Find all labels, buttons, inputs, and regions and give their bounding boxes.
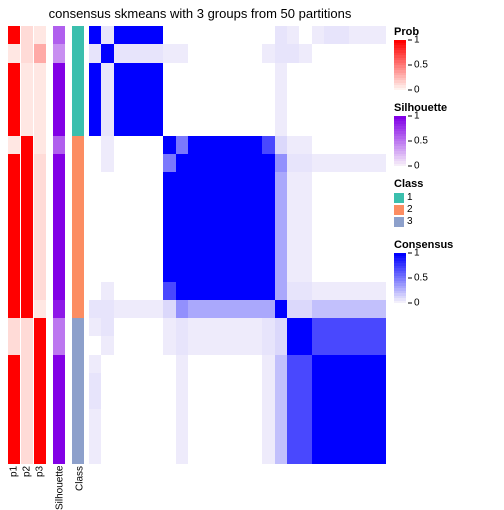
legend-class-item: 1 xyxy=(394,192,500,203)
legend-sil-bar xyxy=(394,116,406,166)
annot-col-p1 xyxy=(8,26,20,464)
plot-area xyxy=(8,26,386,464)
axis-label: Silhouette xyxy=(54,466,66,502)
annot-col-p3 xyxy=(34,26,46,464)
legend-cons-bar xyxy=(394,253,406,303)
legend-prob: Prob 10.50 xyxy=(394,26,500,90)
annot-col-silhouette xyxy=(53,26,65,464)
annotation-columns xyxy=(8,26,85,464)
axis-label xyxy=(67,466,73,502)
axis-label: p1 xyxy=(8,466,20,502)
axis-label: Class xyxy=(74,466,86,502)
annotation-axis-labels: p1p2p3 Silhouette Class xyxy=(8,466,87,502)
axis-label xyxy=(47,466,53,502)
chart-title: consensus skmeans with 3 groups from 50 … xyxy=(0,6,400,21)
legend-consensus: Consensus 10.50 xyxy=(394,239,500,303)
legend-silhouette: Silhouette 10.50 xyxy=(394,102,500,166)
legend-class-item: 2 xyxy=(394,204,500,215)
legend-class-item: 3 xyxy=(394,216,500,227)
consensus-heatmap xyxy=(89,26,386,464)
annot-col-p2 xyxy=(21,26,33,464)
legend-class-title: Class xyxy=(394,178,500,190)
legends: Prob 10.50 Silhouette 10.50 Class 123 Co… xyxy=(394,26,500,315)
axis-label: p2 xyxy=(21,466,33,502)
legend-class-items: 123 xyxy=(394,192,500,227)
axis-label: p3 xyxy=(34,466,46,502)
annot-col-class xyxy=(72,26,84,464)
legend-prob-bar xyxy=(394,40,406,90)
legend-class: Class 123 xyxy=(394,178,500,227)
